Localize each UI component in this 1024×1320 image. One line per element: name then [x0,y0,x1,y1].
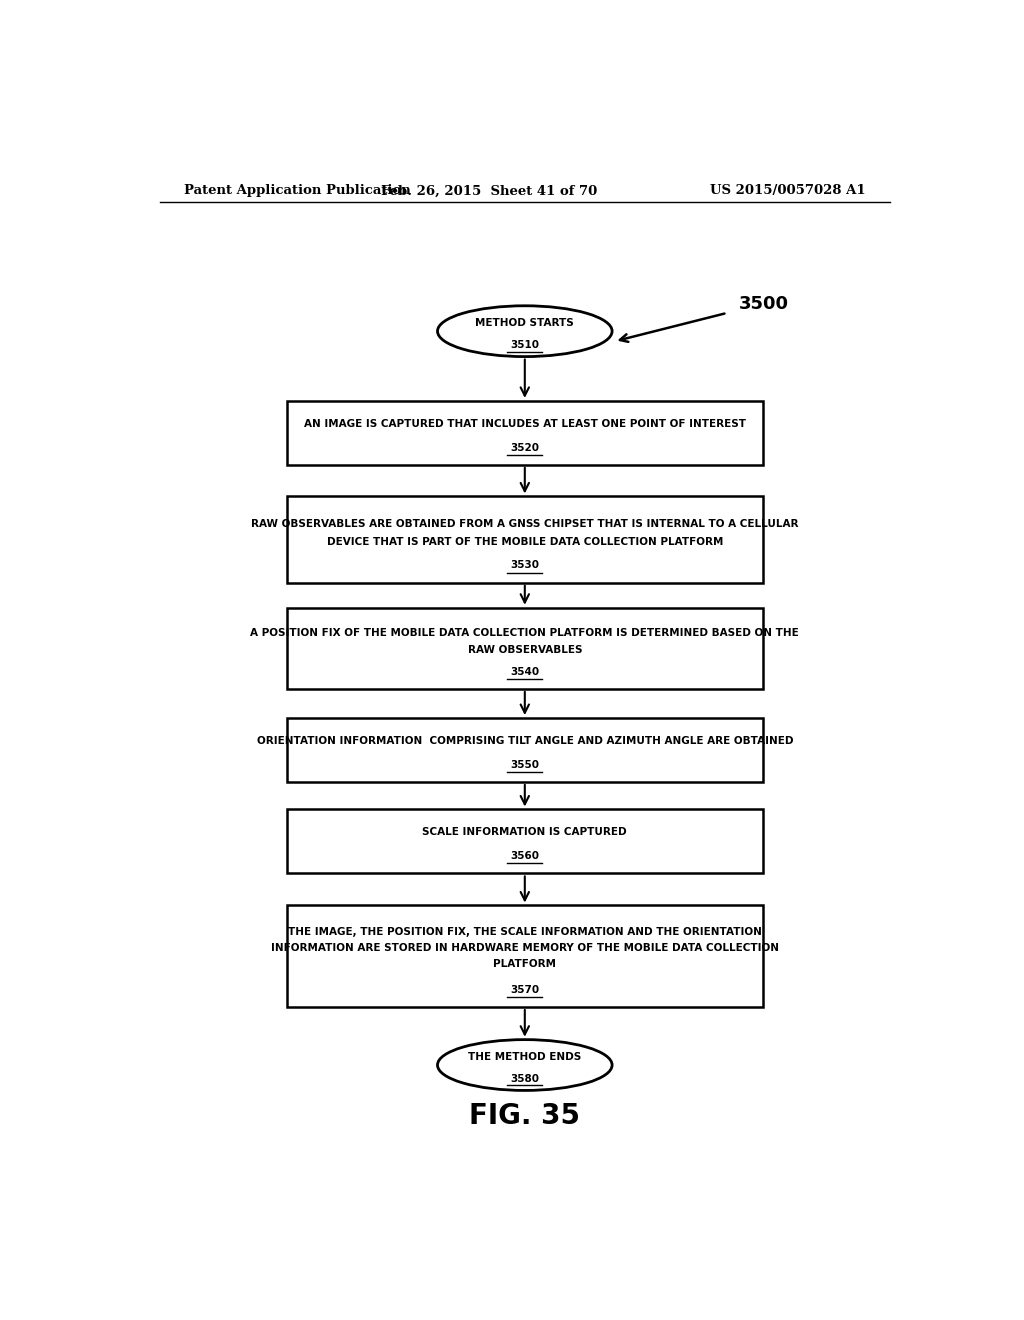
Text: US 2015/0057028 A1: US 2015/0057028 A1 [711,185,866,198]
Text: 3500: 3500 [739,294,790,313]
Ellipse shape [437,306,612,356]
Bar [287,809,763,874]
Text: DEVICE THAT IS PART OF THE MOBILE DATA COLLECTION PLATFORM: DEVICE THAT IS PART OF THE MOBILE DATA C… [327,537,723,546]
Bar [287,718,763,781]
Text: AN IMAGE IS CAPTURED THAT INCLUDES AT LEAST ONE POINT OF INTEREST: AN IMAGE IS CAPTURED THAT INCLUDES AT LE… [304,418,745,429]
Text: Patent Application Publication: Patent Application Publication [183,185,411,198]
Text: RAW OBSERVABLES ARE OBTAINED FROM A GNSS CHIPSET THAT IS INTERNAL TO A CELLULAR: RAW OBSERVABLES ARE OBTAINED FROM A GNSS… [251,519,799,529]
Text: FIG. 35: FIG. 35 [469,1102,581,1130]
Text: THE METHOD ENDS: THE METHOD ENDS [468,1052,582,1061]
Text: 3540: 3540 [510,667,540,677]
Text: 3560: 3560 [510,851,540,861]
Text: ORIENTATION INFORMATION  COMPRISING TILT ANGLE AND AZIMUTH ANGLE ARE OBTAINED: ORIENTATION INFORMATION COMPRISING TILT … [257,735,793,746]
Text: 3550: 3550 [510,760,540,770]
Text: THE IMAGE, THE POSITION FIX, THE SCALE INFORMATION AND THE ORIENTATION: THE IMAGE, THE POSITION FIX, THE SCALE I… [288,927,762,937]
Ellipse shape [437,1040,612,1090]
Text: 3570: 3570 [510,985,540,995]
Text: 3520: 3520 [510,442,540,453]
Bar [287,401,763,465]
Text: RAW OBSERVABLES: RAW OBSERVABLES [468,645,582,655]
Text: METHOD STARTS: METHOD STARTS [475,318,574,329]
Bar [287,496,763,582]
Text: Feb. 26, 2015  Sheet 41 of 70: Feb. 26, 2015 Sheet 41 of 70 [381,185,597,198]
Text: 3530: 3530 [510,561,540,570]
Text: SCALE INFORMATION IS CAPTURED: SCALE INFORMATION IS CAPTURED [423,828,627,837]
Text: INFORMATION ARE STORED IN HARDWARE MEMORY OF THE MOBILE DATA COLLECTION: INFORMATION ARE STORED IN HARDWARE MEMOR… [270,944,779,953]
Bar [287,906,763,1007]
Bar [287,607,763,689]
Text: A POSITION FIX OF THE MOBILE DATA COLLECTION PLATFORM IS DETERMINED BASED ON THE: A POSITION FIX OF THE MOBILE DATA COLLEC… [251,628,799,638]
Text: 3580: 3580 [510,1074,540,1084]
Text: 3510: 3510 [510,341,540,350]
Text: PLATFORM: PLATFORM [494,960,556,969]
